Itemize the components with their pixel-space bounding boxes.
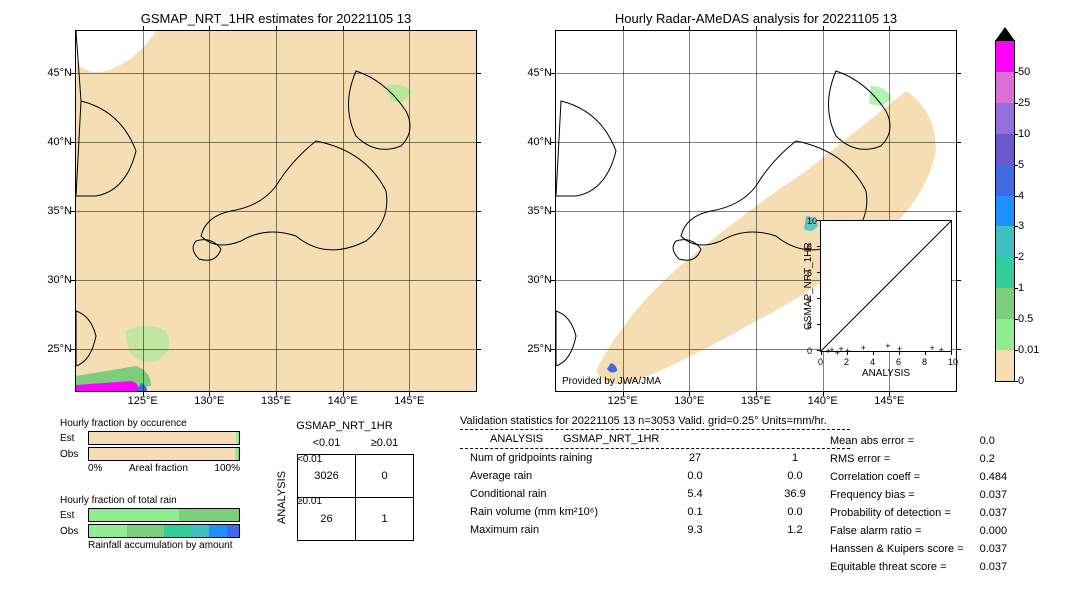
- occurrence-title: Hourly fraction by occurence: [60, 418, 240, 429]
- totalrain-panel: Hourly fraction of total rain EstObs Rai…: [60, 495, 240, 551]
- occurrence-panel: Hourly fraction by occurence EstObs 0% A…: [60, 418, 240, 474]
- cont-row0: <0.01: [297, 454, 322, 465]
- occ-axis-right: 100%: [214, 463, 240, 474]
- cont-01: 0: [356, 455, 414, 498]
- occurrence-bars: EstObs: [60, 431, 240, 461]
- occ-axis-label: Areal fraction: [129, 463, 188, 474]
- contingency-col-header: GSMAP_NRT_1HR: [275, 420, 414, 432]
- cont-col1: ≥0.01: [356, 432, 414, 455]
- validation-title: Validation statistics for 20221105 13 n=…: [460, 415, 850, 427]
- totalrain-footer: Rainfall accumulation by amount: [88, 540, 240, 551]
- cont-col0: <0.01: [298, 432, 356, 455]
- vt-col1: ANALYSIS: [480, 430, 553, 448]
- left-map-title: GSMAP_NRT_1HR estimates for 20221105 13: [76, 11, 476, 26]
- occ-axis-left: 0%: [88, 463, 102, 474]
- totalrain-bars: EstObs: [60, 508, 240, 538]
- metrics-table: Mean abs error =0.0RMS error =0.2Correla…: [820, 432, 1017, 576]
- attribution: Provided by JWA/JMA: [562, 376, 661, 387]
- validation-rows: Num of gridpoints raining271Average rain…: [460, 449, 850, 539]
- colorbar-arrow: [995, 27, 1015, 41]
- totalrain-title: Hourly fraction of total rain: [60, 495, 240, 506]
- scatter-xlabel: ANALYSIS: [821, 368, 951, 379]
- right-map-title: Hourly Radar-AMeDAS analysis for 2022110…: [556, 11, 956, 26]
- contingency-row-header: ANALYSIS: [276, 471, 288, 524]
- colorbar: 00.010.512345102550: [995, 40, 1015, 382]
- scatter-ylabel: GSMAP_NRT_1HR: [803, 221, 814, 351]
- left-map: GSMAP_NRT_1HR estimates for 20221105 13 …: [75, 30, 477, 392]
- cont-row1: ≥0.01: [297, 496, 322, 507]
- contingency-table: GSMAP_NRT_1HR <0.01≥0.01 ANALYSIS 30260 …: [275, 420, 414, 541]
- cont-11: 1: [356, 498, 414, 541]
- metrics-panel: Mean abs error =0.0RMS error =0.2Correla…: [820, 432, 1017, 576]
- scatter-plot: ++++++++++ ANALYSIS GSMAP_NRT_1HR 0 0 2 …: [820, 220, 952, 352]
- validation-panel: Validation statistics for 20221105 13 n=…: [460, 415, 850, 539]
- validation-table: ANALYSISGSMAP_NRT_1HR: [460, 430, 669, 448]
- vt-col2: GSMAP_NRT_1HR: [553, 430, 669, 448]
